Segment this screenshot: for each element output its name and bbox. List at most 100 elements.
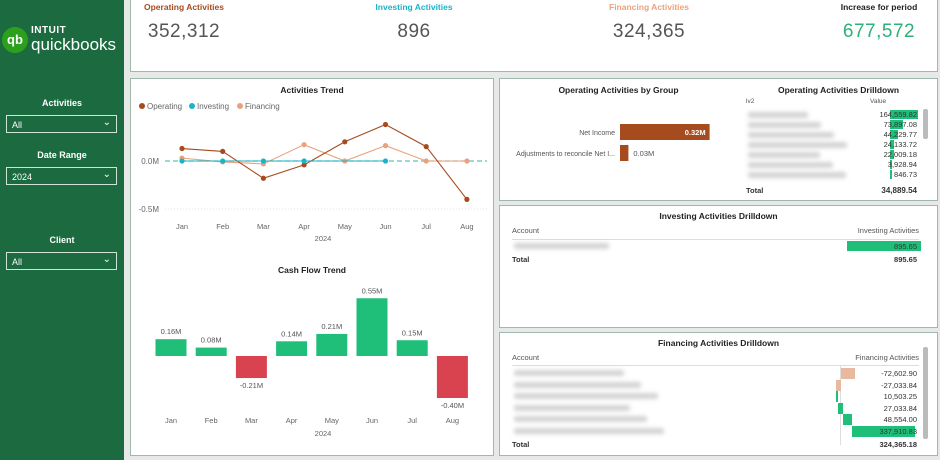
x-tick: May: [325, 416, 339, 425]
inv-drill-title: Investing Activities Drilldown: [659, 211, 778, 221]
chevron-down-icon: ⌄: [102, 254, 111, 265]
kpi-label: Investing Activities: [375, 2, 453, 12]
data-point: [423, 144, 429, 150]
op-drill-total: 34,889.54: [881, 186, 917, 195]
data-point: [464, 196, 470, 202]
data-point: [382, 158, 389, 164]
qb-logo-icon: qb: [2, 26, 28, 53]
kpi-label: Increase for period: [840, 2, 918, 12]
cash-flow-trend-chart: 0.16M Jan 0.08M Feb -0.21M Mar 0.14M Apr 0.21M Ma…: [155, 286, 468, 438]
x-tick: Jun: [379, 222, 391, 231]
op-drill-value: 22,009.18: [883, 150, 917, 159]
kpi-financing: Financing Activities 324,365: [599, 2, 699, 43]
kpi-operating: Operating Activities 352,312: [139, 2, 229, 43]
fin-drill-value: 10,503.25: [883, 392, 917, 401]
x-tick: Feb: [205, 416, 218, 425]
account-name-redacted: [514, 243, 609, 249]
x-tick: Mar: [245, 416, 258, 425]
investing-drill-panel: Investing Activities Drilldown Account I…: [499, 205, 938, 328]
account-name-redacted: [748, 112, 808, 118]
op-group-title: Operating Activities by Group: [558, 85, 679, 95]
chevron-down-icon: ⌄: [102, 117, 111, 128]
logo-line2: quickbooks: [31, 35, 117, 54]
series-line-operating: [181, 123, 468, 200]
op-drill-value: 44,229.77: [883, 130, 917, 139]
kpi-value: 352,312: [147, 21, 221, 42]
account-name-redacted: [514, 370, 624, 376]
activities-filter-label: Activities: [41, 98, 83, 108]
value-bar: [841, 368, 855, 379]
fin-drill-total-label: Total: [512, 440, 530, 449]
x-tick: Mar: [257, 222, 270, 231]
x-axis-label: 2024: [315, 234, 332, 243]
activities-trend-chart: Operating Investing Financing 0.0M -0.5M Jan F…: [139, 102, 487, 243]
value-bar: [836, 379, 842, 391]
op-drill-value: 24,133.72: [883, 140, 917, 149]
legend-marker: [237, 103, 243, 109]
fin-drill-col1: Account: [512, 353, 540, 362]
data-label: 0.55M: [362, 286, 383, 295]
data-point: [464, 158, 470, 164]
value-bar: [890, 110, 918, 119]
data-point: [179, 158, 185, 164]
chevron-down-icon: ⌄: [102, 169, 111, 180]
data-point: [301, 142, 307, 148]
data-point: [179, 145, 185, 152]
value-bar: [847, 241, 921, 251]
data-point: [260, 158, 266, 164]
scrollbar[interactable]: [923, 347, 928, 439]
value-bar: [838, 402, 844, 414]
data-label: -0.40M: [441, 401, 464, 410]
kpi-label: Financing Activities: [609, 2, 689, 12]
x-tick: Jan: [165, 416, 177, 425]
client-filter-label: Client: [49, 235, 75, 245]
kpi-investing: Investing Activities 896: [369, 2, 459, 43]
fin-drill-col2: Financing Activities: [855, 353, 919, 362]
x-tick: Jul: [407, 416, 417, 425]
bar-feb: [195, 347, 227, 356]
value-bar: [843, 414, 853, 425]
data-label: 0.08M: [201, 336, 222, 345]
logo-line1: INTUIT: [31, 25, 67, 36]
financing-drill-panel: Financing Activities Drilldown Account F…: [499, 332, 938, 456]
quickbooks-logo: qb INTUIT quickbooks: [2, 26, 116, 53]
x-tick: Feb: [216, 222, 229, 231]
value-bar: [836, 391, 839, 402]
date-range-filter-label: Date Range: [37, 150, 87, 160]
category-label: Net Income: [579, 130, 615, 137]
data-point: [220, 148, 226, 154]
value-bar: [890, 160, 892, 169]
date-range-dropdown[interactable]: 2024 ⌄: [6, 167, 117, 185]
bar-aug: [436, 356, 468, 398]
activities-dropdown[interactable]: All ⌄: [6, 115, 117, 133]
y-tick: 0.0M: [141, 157, 159, 166]
op-drill-col1: lv2: [746, 98, 755, 105]
inv-drill-value: 895.65: [894, 242, 917, 251]
bar-may: [316, 333, 348, 356]
data-point: [220, 158, 226, 164]
op-group-chart: Net Income 0.32M Adjustments to reconcile …: [516, 124, 710, 161]
data-point: [260, 175, 266, 181]
x-tick: Jun: [366, 416, 378, 425]
scrollbar[interactable]: [923, 109, 928, 139]
op-drill-value: 73,897.08: [883, 120, 917, 129]
sidebar: qb INTUIT quickbooks Activities All ⌄ Date…: [0, 0, 124, 460]
op-drill-title: Operating Activities Drilldown: [777, 85, 900, 95]
value-bar: [890, 150, 894, 159]
client-dropdown[interactable]: All ⌄: [6, 252, 117, 270]
data-label: 0.14M: [281, 329, 302, 338]
data-label: 0.15M: [402, 328, 423, 337]
client-value: All: [12, 257, 23, 267]
value-bar: [852, 425, 915, 437]
op-drill-value: 3,928.94: [887, 160, 917, 169]
date-range-value: 2024: [12, 172, 33, 182]
kpi-card: Operating Activities 352,312 Investing Ac…: [130, 0, 938, 72]
y-tick: -0.5M: [139, 205, 160, 214]
data-point: [382, 121, 389, 128]
value-bar: [890, 170, 892, 179]
data-label: 0.03M: [633, 149, 654, 158]
bar-apr: [276, 341, 308, 356]
fin-drill-total: 324,365.18: [879, 440, 917, 449]
account-name-redacted: [514, 427, 664, 434]
account-name-redacted: [514, 416, 647, 422]
